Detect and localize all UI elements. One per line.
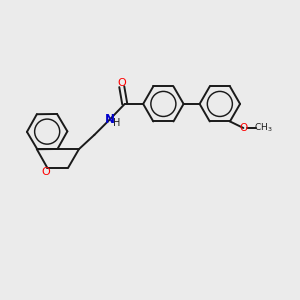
Text: N: N — [105, 113, 115, 126]
Text: H: H — [113, 118, 120, 128]
Text: O: O — [239, 123, 248, 133]
Text: O: O — [117, 78, 126, 88]
Text: O: O — [41, 167, 50, 177]
Text: CH$_3$: CH$_3$ — [254, 122, 273, 134]
